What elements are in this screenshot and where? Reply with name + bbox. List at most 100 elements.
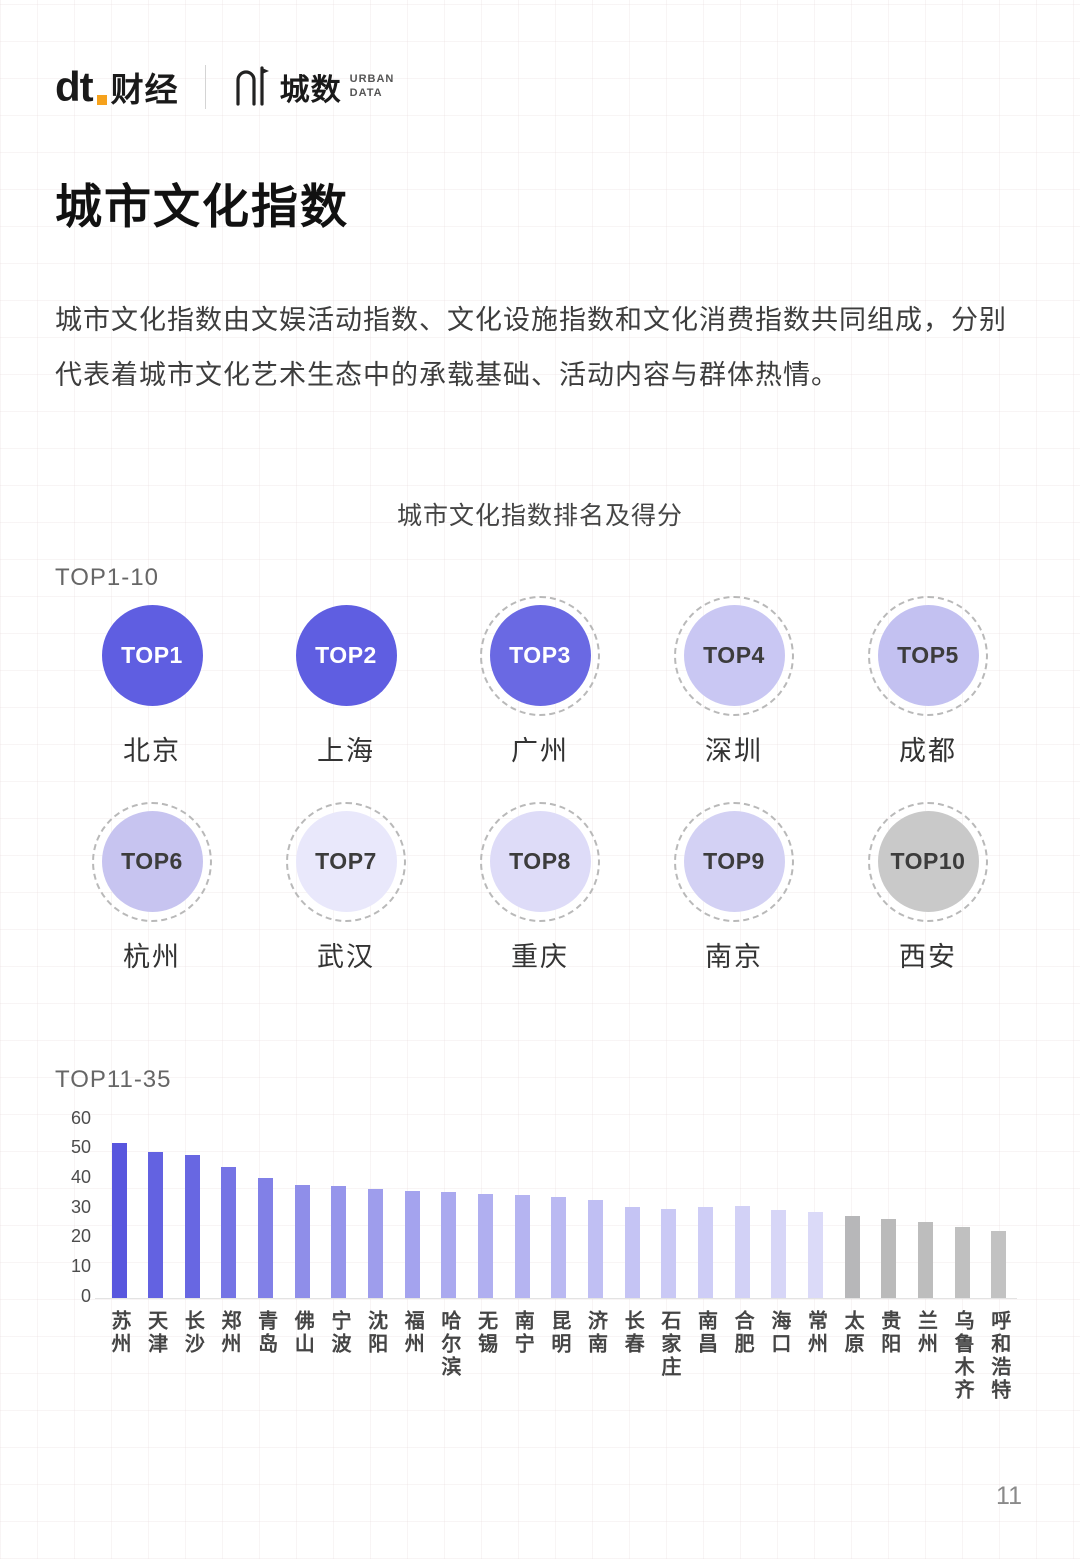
bar-column: 哈尔滨 bbox=[431, 1120, 467, 1402]
bar-city-label: 石家庄 bbox=[657, 1309, 680, 1379]
bar-column: 长春 bbox=[614, 1120, 650, 1402]
bar-city-label: 佛山 bbox=[291, 1309, 314, 1356]
bar-area bbox=[184, 1120, 200, 1298]
bar bbox=[954, 1226, 970, 1298]
bar bbox=[111, 1143, 127, 1298]
bar-city-label: 青岛 bbox=[254, 1309, 277, 1356]
rank-ring: TOP10 bbox=[868, 801, 988, 922]
rank-city-label: 重庆 bbox=[511, 941, 569, 972]
bar-area bbox=[917, 1120, 933, 1298]
bar-area bbox=[514, 1120, 530, 1298]
top10-item: TOP4 深圳 bbox=[637, 595, 831, 768]
top10-item: TOP10 西安 bbox=[831, 801, 1025, 974]
brand-header: dt 财经 城数 URBAN DATA bbox=[55, 58, 1025, 116]
bar-column: 福州 bbox=[394, 1120, 430, 1402]
bar-city-label: 沈阳 bbox=[364, 1309, 387, 1356]
bar bbox=[991, 1230, 1007, 1298]
bar-city-label: 贵阳 bbox=[877, 1309, 900, 1356]
bar bbox=[844, 1216, 860, 1298]
rank-city-label: 深圳 bbox=[705, 735, 763, 766]
y-axis-tick-label: 20 bbox=[70, 1226, 91, 1247]
bar-column: 海口 bbox=[761, 1120, 797, 1402]
bar bbox=[404, 1190, 420, 1298]
bar-area bbox=[588, 1120, 604, 1298]
bar-column: 南昌 bbox=[688, 1120, 724, 1402]
top11-35-section-label: TOP11-35 bbox=[55, 1065, 172, 1093]
bar-column: 呼和浩特 bbox=[981, 1120, 1017, 1402]
chart-title: 城市文化指数排名及得分 bbox=[396, 501, 683, 530]
bar bbox=[588, 1199, 604, 1298]
urban-data-label: 城数 bbox=[279, 74, 342, 107]
bar bbox=[441, 1192, 457, 1298]
bar-area bbox=[551, 1120, 567, 1298]
rank-ring: TOP2 bbox=[286, 596, 406, 716]
top10-item: TOP9 南京 bbox=[637, 801, 831, 974]
y-axis-tick-label: 10 bbox=[70, 1256, 91, 1277]
rank-ring: TOP6 bbox=[92, 801, 212, 922]
rank-city-label: 南京 bbox=[705, 941, 763, 972]
urban-sub-line1: URBAN bbox=[349, 73, 395, 86]
bar bbox=[771, 1210, 787, 1298]
bar-area bbox=[771, 1120, 787, 1298]
bar-area bbox=[844, 1120, 860, 1298]
bar-city-label: 长春 bbox=[621, 1309, 644, 1356]
bar-area bbox=[404, 1120, 420, 1298]
bar-area bbox=[368, 1120, 384, 1298]
rank-city-label: 西安 bbox=[899, 941, 957, 972]
bar bbox=[221, 1167, 237, 1298]
top10-grid: TOP1 北京 TOP2 上海 TOP3 广州 TOP4 深圳 TOP5 成都 TOP6 杭州 TOP7… bbox=[55, 595, 1025, 974]
urban-data-subtitle: URBAN DATA bbox=[350, 73, 395, 101]
rank-circle: TOP2 bbox=[295, 605, 397, 707]
bar-column: 苏州 bbox=[101, 1120, 137, 1402]
bar-chart-baseline bbox=[95, 1297, 1017, 1299]
rank-circle: TOP9 bbox=[683, 811, 785, 913]
bar-area bbox=[221, 1120, 237, 1298]
top10-section-label: TOP1-10 bbox=[55, 563, 159, 591]
bar-area bbox=[148, 1120, 164, 1298]
bar-column: 长沙 bbox=[174, 1120, 210, 1402]
bar bbox=[698, 1207, 713, 1298]
bar bbox=[478, 1193, 494, 1298]
rank-ring: TOP1 bbox=[92, 596, 212, 716]
top10-item: TOP3 广州 bbox=[443, 595, 637, 768]
bar-column: 常州 bbox=[797, 1120, 833, 1402]
dt-logo-mark: dt bbox=[55, 66, 107, 108]
bar bbox=[331, 1186, 347, 1298]
rank-circle: TOP5 bbox=[877, 605, 979, 707]
bar-chart: 0 10 20 30 40 50 60 苏州 天津 长沙 郑州 青岛 佛山 宁波 沈阳 福州 哈尔滨 无锡 南宁昆… bbox=[55, 1108, 1025, 1402]
page-number: 11 bbox=[996, 1482, 1022, 1510]
bar-column: 天津 bbox=[138, 1120, 174, 1402]
bar-column: 南宁 bbox=[504, 1120, 540, 1402]
rank-ring: TOP9 bbox=[674, 801, 794, 922]
top10-item: TOP2 上海 bbox=[249, 596, 443, 768]
rank-circle: TOP4 bbox=[683, 605, 785, 707]
dt-logo-text: dt bbox=[55, 63, 94, 110]
bar-city-label: 福州 bbox=[401, 1309, 424, 1356]
bar-area bbox=[954, 1120, 970, 1298]
bar-city-label: 太原 bbox=[841, 1309, 864, 1356]
y-axis-tick-label: 60 bbox=[70, 1107, 91, 1128]
rank-city-label: 广州 bbox=[511, 735, 569, 766]
bar-city-label: 乌鲁木齐 bbox=[951, 1309, 974, 1402]
bar-city-label: 无锡 bbox=[474, 1309, 497, 1356]
bar-column: 石家庄 bbox=[651, 1120, 687, 1402]
bar bbox=[148, 1152, 164, 1298]
bar bbox=[881, 1219, 897, 1298]
dt-finance-logo: dt 财经 bbox=[55, 66, 179, 108]
bar-column: 贵阳 bbox=[871, 1120, 907, 1402]
bar bbox=[258, 1177, 274, 1298]
bar-area bbox=[734, 1120, 750, 1298]
rank-ring: TOP7 bbox=[286, 801, 406, 922]
brand-divider bbox=[204, 65, 206, 109]
rank-circle: TOP6 bbox=[101, 811, 203, 913]
urban-data-logo: 城数 URBAN DATA bbox=[232, 62, 395, 113]
bar-column: 太原 bbox=[834, 1120, 870, 1402]
rank-circle: TOP8 bbox=[489, 811, 591, 913]
bar-city-label: 郑州 bbox=[217, 1309, 240, 1356]
rank-city-label: 杭州 bbox=[123, 941, 181, 972]
rank-city-label: 上海 bbox=[317, 735, 375, 766]
rank-circle: TOP10 bbox=[877, 811, 979, 913]
rank-city-label: 北京 bbox=[123, 735, 181, 766]
bar-city-label: 合肥 bbox=[731, 1309, 754, 1356]
bar bbox=[624, 1207, 640, 1298]
